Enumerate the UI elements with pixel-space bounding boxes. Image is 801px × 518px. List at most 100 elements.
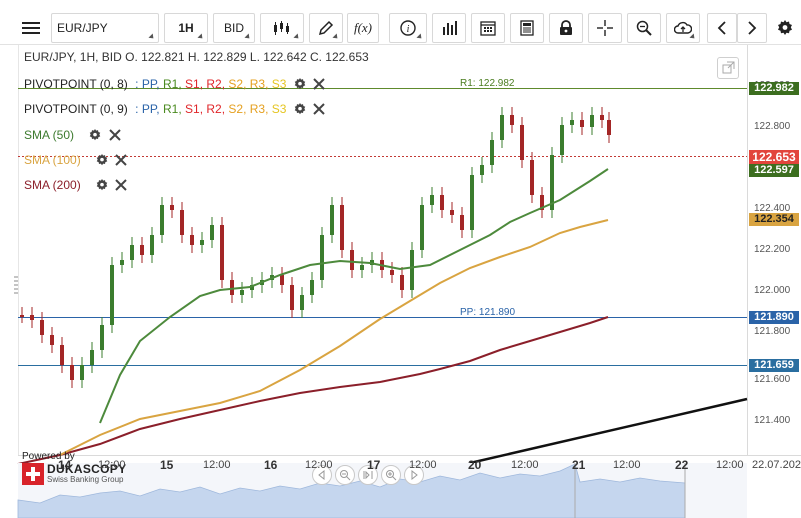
sma50-label: SMA (50) — [24, 128, 75, 142]
timeframe-selector[interactable]: 1H — [164, 13, 208, 43]
close-icon[interactable] — [313, 78, 325, 90]
sma50-legend-row[interactable]: SMA (50) — [24, 127, 121, 143]
price-axis-label: 122.400 — [754, 203, 791, 214]
gear-icon[interactable] — [96, 154, 108, 166]
candle — [60, 345, 64, 365]
sma100-line — [59, 219, 609, 456]
gear-icon[interactable] — [294, 103, 306, 115]
reset-icon — [363, 470, 373, 480]
calendar-button[interactable] — [471, 13, 505, 43]
volume-button[interactable] — [432, 13, 466, 43]
r1-price-tag: 122.982 — [749, 82, 799, 95]
time-axis-label: 12:00 — [98, 459, 126, 471]
news-button[interactable] — [510, 13, 544, 43]
sma50-line — [99, 168, 609, 424]
candle — [70, 365, 74, 380]
lock-button[interactable] — [549, 13, 583, 43]
candle — [250, 285, 254, 290]
side-selector[interactable]: BID — [213, 13, 255, 43]
candle — [340, 205, 344, 250]
ohlc-readout: EUR/JPY, 1H, BID O. 122.821 H. 122.829 L… — [24, 50, 369, 64]
zoom-in-button[interactable] — [381, 465, 401, 485]
trend-line[interactable] — [469, 397, 748, 465]
gear-icon[interactable] — [96, 179, 108, 191]
chart-area[interactable]: 123.000122.800122.600122.400122.200122.0… — [0, 45, 801, 518]
candlestick-icon — [274, 21, 289, 35]
info-button[interactable]: i — [389, 13, 427, 43]
reset-button[interactable] — [358, 465, 378, 485]
drawing-tool-button[interactable] — [309, 13, 343, 43]
crosshair-button[interactable] — [588, 13, 622, 43]
pp-annotation: PP: 121.890 — [460, 307, 516, 318]
indicators-button[interactable]: f(x) — [347, 13, 379, 43]
pivot-legend-row-1[interactable]: PIVOTPOINT (0, 8) : PP, R1, S1, R2, S2, … — [24, 76, 325, 92]
pan-left-button[interactable] — [312, 465, 332, 485]
svg-text:i: i — [407, 24, 410, 35]
gear-icon[interactable] — [294, 78, 306, 90]
time-axis-label: 12:00 — [305, 459, 333, 471]
chevron-right-icon — [748, 21, 757, 35]
price-axis-label: 121.800 — [754, 326, 791, 337]
candle — [470, 175, 474, 230]
sma100-legend-row[interactable]: SMA (100) — [24, 152, 128, 168]
settings-button[interactable] — [772, 13, 798, 43]
swiss-cross-logo — [22, 463, 44, 485]
powered-by-label: Powered by — [22, 451, 75, 462]
close-icon[interactable] — [115, 154, 128, 166]
time-axis-label: 16 — [264, 458, 278, 472]
candle — [180, 210, 184, 235]
close-icon[interactable] — [115, 179, 128, 191]
candle — [210, 225, 214, 240]
zoom-button[interactable] — [627, 13, 661, 43]
zoom-out-button[interactable] — [335, 465, 355, 485]
hamburger-icon — [22, 22, 40, 34]
candle — [170, 205, 174, 210]
triangle-right-icon — [411, 470, 418, 480]
time-axis-label: 20 — [468, 458, 482, 472]
scroll-left-button[interactable] — [707, 13, 737, 43]
zoom-in-icon — [386, 470, 397, 481]
candle — [440, 195, 444, 210]
candle — [460, 215, 464, 230]
lock-icon — [560, 20, 572, 35]
candle — [520, 125, 524, 160]
fullscreen-button[interactable] — [717, 57, 739, 79]
timeframe-label: 1H — [178, 21, 194, 35]
candle — [600, 115, 604, 120]
candle — [350, 250, 354, 270]
close-price-tag: 122.653 — [749, 150, 799, 165]
cloud-upload-icon — [674, 21, 692, 34]
symbol-label: EUR/JPY — [57, 21, 108, 35]
sma50-price-tag: 122.597 — [749, 164, 799, 177]
time-axis-label: 12:00 — [716, 459, 744, 471]
sma100-price-tag: 122.354 — [749, 213, 799, 226]
close-icon[interactable] — [313, 103, 325, 115]
gear-icon[interactable] — [89, 129, 101, 141]
price-axis-label: 121.400 — [754, 415, 791, 426]
calendar-icon — [480, 21, 496, 36]
sma200-legend-row[interactable]: SMA (200) — [24, 177, 128, 193]
pivot-legend-row-2[interactable]: PIVOTPOINT (0, 9) : PP, R1, S1, R2, S2, … — [24, 101, 325, 117]
pan-right-button[interactable] — [404, 465, 424, 485]
pivot-name: PIVOTPOINT (0, 9) — [24, 102, 128, 116]
close-icon[interactable] — [108, 129, 121, 141]
dropdown-corner-icon — [148, 33, 156, 41]
fx-label: f(x) — [353, 20, 373, 35]
symbol-selector[interactable]: EUR/JPY — [51, 13, 159, 43]
candle — [330, 205, 334, 235]
candle — [220, 225, 224, 280]
candle — [150, 235, 154, 255]
sma100-label: SMA (100) — [24, 153, 81, 167]
candle — [50, 335, 54, 345]
candle — [550, 155, 554, 210]
candle — [130, 245, 134, 260]
scroll-right-button[interactable] — [737, 13, 767, 43]
candle — [280, 275, 284, 285]
candle — [390, 270, 394, 275]
menu-button[interactable] — [15, 13, 47, 43]
chevron-left-icon — [717, 21, 726, 35]
cloud-save-button[interactable] — [666, 13, 700, 43]
zoom-icon — [636, 20, 652, 36]
chart-type-button[interactable] — [260, 13, 304, 43]
branding: Powered by DUKASCOPY Swiss Banking Group — [22, 451, 126, 485]
